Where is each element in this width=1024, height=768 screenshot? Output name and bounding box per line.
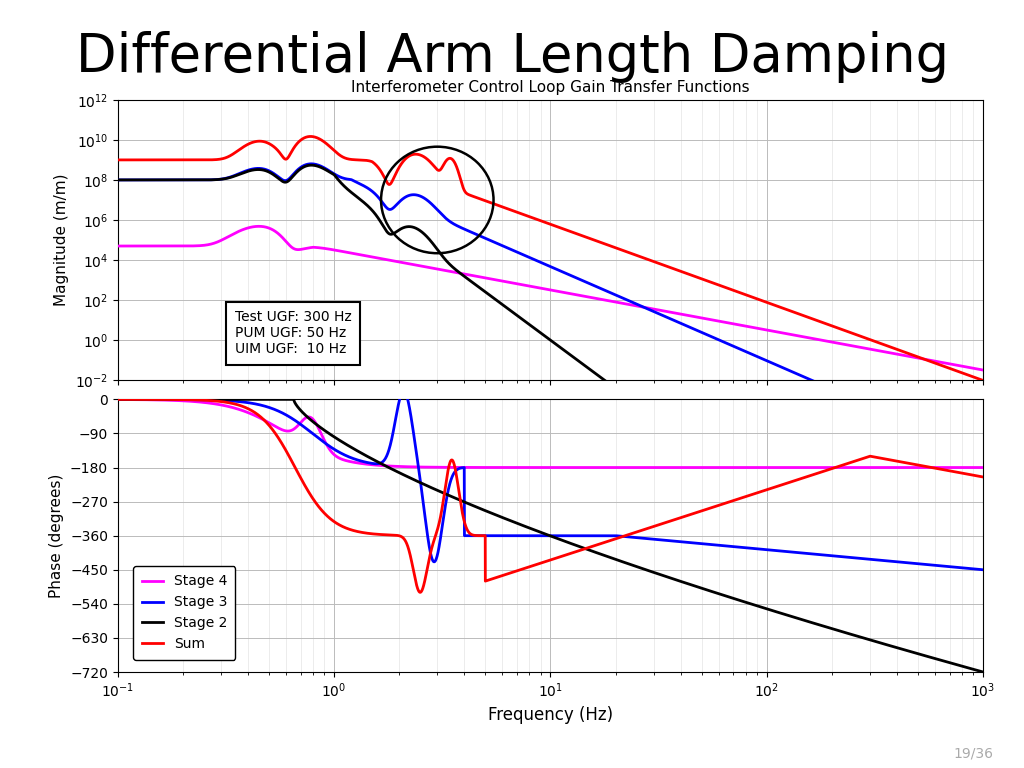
Title: Interferometer Control Loop Gain Transfer Functions: Interferometer Control Loop Gain Transfe… bbox=[351, 80, 750, 94]
Text: 19/36: 19/36 bbox=[953, 746, 993, 760]
X-axis label: Frequency (Hz): Frequency (Hz) bbox=[487, 706, 613, 724]
Text: Test UGF: 300 Hz
PUM UGF: 50 Hz
UIM UGF:  10 Hz: Test UGF: 300 Hz PUM UGF: 50 Hz UIM UGF:… bbox=[234, 310, 351, 356]
Y-axis label: Phase (degrees): Phase (degrees) bbox=[49, 474, 65, 598]
Y-axis label: Magnitude (m/m): Magnitude (m/m) bbox=[54, 174, 70, 306]
Text: Differential Arm Length Damping: Differential Arm Length Damping bbox=[76, 31, 948, 83]
Legend: Stage 4, Stage 3, Stage 2, Sum: Stage 4, Stage 3, Stage 2, Sum bbox=[133, 566, 236, 660]
